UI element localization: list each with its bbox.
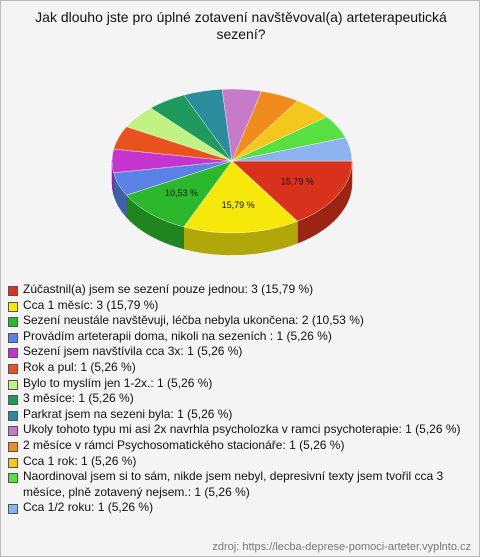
legend-swatch — [8, 441, 18, 452]
legend-label: Zúčastnil(a) jsem se sezení pouze jednou… — [23, 282, 314, 296]
legend-item: Cca 1 rok: 1 (5,26 %) — [8, 454, 463, 470]
legend-swatch — [8, 504, 18, 515]
legend-swatch — [8, 410, 18, 421]
slice — [231, 137, 353, 162]
legend-label: Sezení neustále navštěvuji, léčba nebyla… — [23, 313, 364, 328]
legend-item: Bylo to myslím jen 1-2x.: 1 (5,26 %) — [8, 376, 463, 392]
legend-label: 3 měsíce: 1 (5,26 %) — [23, 391, 134, 406]
legend-item: 3 měsíce: 1 (5,26 %) — [8, 391, 463, 407]
chart: 15,79 % 15,79 % 10,53 % — [111, 88, 353, 256]
legend-swatch — [8, 363, 18, 374]
legend-item: Cca 1 měsíc: 3 (15,79 %) — [8, 298, 463, 314]
legend-swatch — [8, 457, 18, 468]
slice-label: 15,79 % — [281, 177, 314, 187]
legend-item: Sezení neustále navštěvuji, léčba nebyla… — [8, 313, 463, 329]
legend: Zúčastnil(a) jsem se sezení pouze jednou… — [8, 282, 463, 516]
legend-label: Provádím arteterapii doma, nikoli na sez… — [23, 328, 332, 343]
legend-item: Provádím arteterapii doma, nikoli na sez… — [8, 329, 463, 345]
legend-item: Parkrat jsem na sezeni byla: 1 (5,26 %) — [8, 407, 463, 423]
legend-swatch — [8, 301, 18, 312]
legend-swatch — [8, 426, 18, 437]
legend-swatch — [8, 473, 18, 484]
legend-item: 2 měsíce v rámci Psychosomatického staci… — [8, 438, 463, 454]
legend-label: Naordinoval jsem si to sám, nikde jsem n… — [23, 469, 444, 499]
legend-swatch — [8, 395, 18, 406]
slice — [183, 160, 298, 234]
legend-label: 2 měsíce v rámci Psychosomatického staci… — [23, 437, 345, 452]
legend-swatch — [8, 286, 18, 296]
legend-swatch — [8, 317, 18, 328]
legend-label: Parkrat jsem na sezeni byla: 1 (5,26 %) — [23, 406, 233, 421]
legend-label: Cca 1 měsíc: 3 (15,79 %) — [23, 297, 159, 312]
legend-item: Naordinoval jsem si to sám, nikde jsem n… — [8, 469, 463, 500]
legend-label: Cca 1/2 roku: 1 (5,26 %) — [23, 500, 154, 515]
chart-title: Jak dlouho jste pro úplné zotavení navšt… — [35, 9, 447, 42]
slice — [126, 160, 233, 228]
legend-label: Ukoly tohoto typu mi asi 2x navrhla psyc… — [23, 422, 461, 437]
legend-item: Ukoly tohoto typu mi asi 2x navrhla psyc… — [8, 422, 463, 438]
source: zdroj: https://lecba-deprese-pomoci-arte… — [212, 541, 471, 553]
legend-swatch — [8, 348, 18, 359]
legend-label: Sezení jsem navštívila cca 3x: 1 (5,26 %… — [23, 344, 243, 359]
legend-item: Zúčastnil(a) jsem se sezení pouze jednou… — [8, 282, 463, 298]
legend-swatch — [8, 332, 18, 343]
slice-label: 15,79 % — [222, 200, 255, 210]
legend-swatch — [8, 379, 18, 390]
slice-label: 10,53 % — [165, 188, 198, 198]
legend-item: Sezení jsem navštívila cca 3x: 1 (5,26 %… — [8, 344, 463, 360]
legend-label: Rok a pul: 1 (5,26 %) — [23, 359, 136, 374]
legend-item: Rok a pul: 1 (5,26 %) — [8, 360, 463, 376]
slice — [231, 160, 353, 222]
legend-label: Bylo to myslím jen 1-2x.: 1 (5,26 %) — [23, 375, 213, 390]
legend-label: Cca 1 rok: 1 (5,26 %) — [23, 453, 137, 468]
legend-item: Cca 1/2 roku: 1 (5,26 %) — [8, 500, 463, 516]
